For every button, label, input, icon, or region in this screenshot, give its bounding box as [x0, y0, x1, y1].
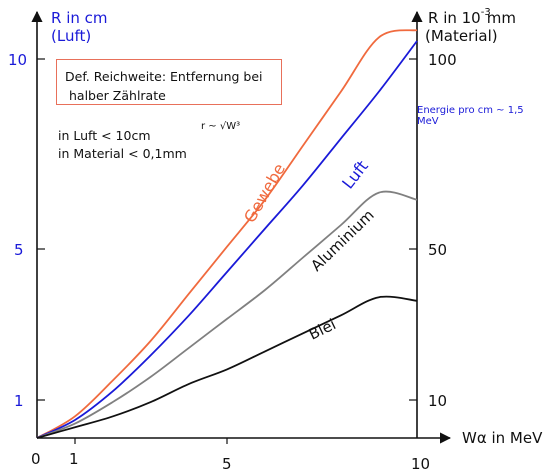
right-axis-title: R in 10-3mm	[428, 7, 516, 27]
x-axis-label: Wα in MeV	[462, 429, 543, 447]
definition-line2: halber Zählrate	[69, 88, 166, 103]
left-axis-ticks: 1 5 10	[8, 51, 45, 410]
right-axis-ticks: 10 50 100	[409, 51, 457, 410]
x-axis-ticks: 0 1 5 10	[31, 438, 430, 472]
left-tick-label-5: 5	[14, 241, 24, 259]
right-tick-label-10: 10	[428, 392, 447, 410]
definition-box: Def. Reichweite: Entfernung bei halber Z…	[56, 59, 282, 105]
left-axis-title-line2: (Luft)	[51, 27, 91, 45]
series-line-gewebe	[36, 29, 418, 439]
material-note: in Material < 0,1mm	[58, 146, 187, 161]
series-label-gewebe: Gewebe	[240, 160, 289, 226]
series-line-blei	[36, 295, 418, 439]
right-axis-title-line2: (Material)	[425, 27, 498, 45]
right-tick-label-50: 50	[428, 241, 447, 259]
left-tick-label-1: 1	[14, 392, 24, 410]
range-formula: r ~ √W³	[201, 121, 241, 132]
series-label-aluminium: Aluminium	[307, 206, 377, 275]
left-tick-label-10: 10	[8, 51, 27, 69]
series-line-luft	[36, 40, 418, 439]
series-layer	[36, 29, 418, 439]
left-axis-title-line1: R in cm	[51, 9, 108, 27]
right-axis-title-exp: -3	[481, 7, 491, 18]
definition-line1: Def. Reichweite: Entfernung bei	[65, 69, 263, 84]
right-axis-title-prefix: R in 10	[428, 9, 481, 27]
series-line-aluminium	[36, 190, 418, 439]
x-tick-label-0: 0	[31, 450, 41, 468]
right-tick-label-100: 100	[428, 51, 457, 69]
luft-note: in Luft < 10cm	[58, 128, 151, 143]
series-label-luft: Luft	[338, 157, 372, 193]
x-tick-label-5: 5	[222, 455, 232, 472]
energy-per-cm-note: Energie pro cm ~ 1,5 MeV	[417, 105, 524, 127]
x-tick-label-1: 1	[69, 450, 79, 468]
x-tick-label-10: 10	[411, 455, 430, 472]
right-axis-title-unit: mm	[487, 9, 516, 27]
